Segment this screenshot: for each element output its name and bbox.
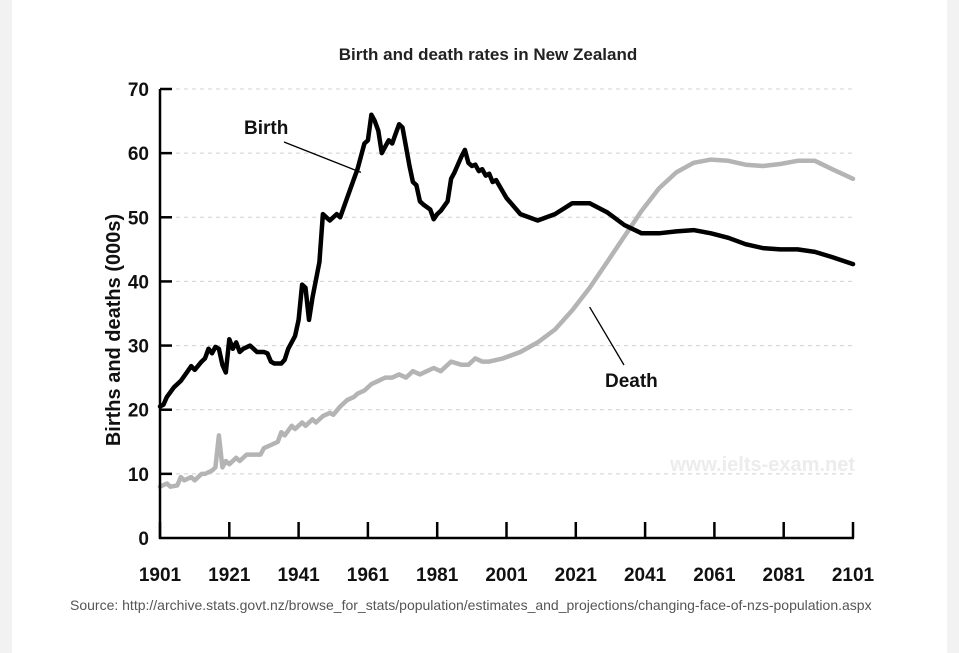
source-note: Source: http://archive.stats.govt.nz/bro… [70,597,872,613]
y-tick-label-60: 60 [128,144,149,165]
series-line-birth [157,112,856,409]
watermark: www.ielts-exam.net [669,454,855,476]
x-tick-label-2101: 2101 [832,565,875,586]
series-annotations: Birth Death [244,118,658,392]
x-tick-label-2061: 2061 [693,565,736,586]
annotation-leader-death [589,306,625,366]
x-tick-label-2001: 2001 [485,565,528,586]
series-lines [157,112,856,489]
annotation-label-birth: Birth [244,118,288,139]
x-tick-label-1921: 1921 [208,565,251,586]
x-tick-label-1901: 1901 [139,565,182,586]
y-tick-label-20: 20 [128,401,149,422]
line-chart: Birth and death rates in New Zealand www… [103,45,875,586]
y-tick-label-70: 70 [128,80,149,101]
annotation-leader-birth [283,141,362,173]
chart-card: Birth and death rates in New Zealand www… [12,0,947,653]
y-axis-ticks: 0 10 20 30 40 50 60 70 [128,80,172,550]
x-tick-label-2041: 2041 [624,565,667,586]
y-tick-label-10: 10 [128,465,149,486]
x-tick-label-1941: 1941 [277,565,320,586]
x-axis-ticks: 1901 1921 1941 1961 1981 2001 2021 2041 2061 2081… [139,522,875,586]
x-tick-label-1981: 1981 [416,565,459,586]
gridlines [160,88,853,475]
y-axis-label: Births and deaths (000s) [103,214,125,446]
annotation-label-death: Death [605,371,658,392]
y-tick-label-50: 50 [128,208,149,229]
x-tick-label-1961: 1961 [347,565,390,586]
y-tick-label-40: 40 [128,272,149,293]
series-line-death [157,157,856,489]
y-tick-label-30: 30 [128,337,149,358]
x-tick-label-2081: 2081 [763,565,806,586]
y-tick-label-0: 0 [138,529,149,550]
chart-title: Birth and death rates in New Zealand [339,45,638,64]
x-tick-label-2021: 2021 [555,565,598,586]
